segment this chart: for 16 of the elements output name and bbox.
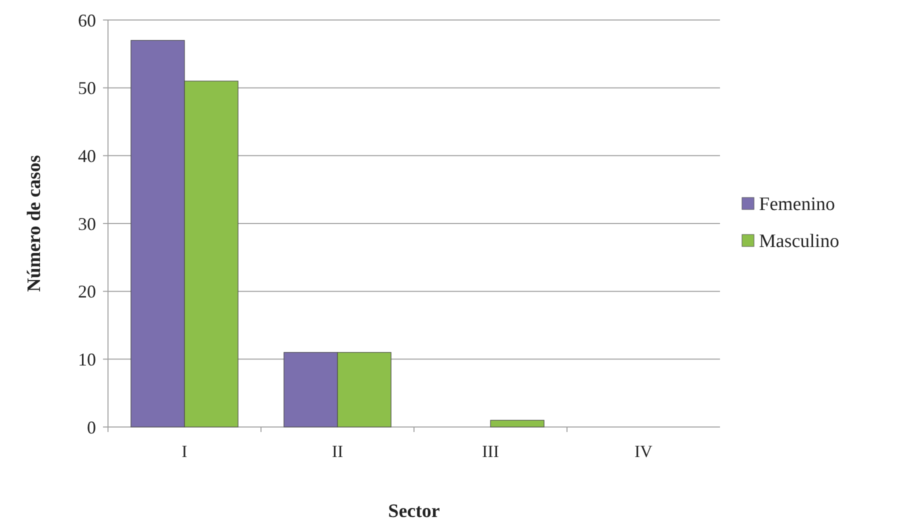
- y-tick-label: 50: [78, 78, 96, 98]
- x-tick-label: IV: [634, 442, 654, 461]
- x-tick-label: I: [182, 442, 188, 461]
- legend-label: Masculino: [759, 231, 840, 252]
- bar: [490, 420, 544, 428]
- y-axis-title: Número de casos: [24, 155, 45, 292]
- y-tick-label: 60: [78, 10, 96, 30]
- x-tick-label: II: [332, 442, 344, 461]
- y-tick-label: 30: [78, 214, 96, 234]
- x-tick-label: III: [482, 442, 500, 461]
- y-tick-label: 10: [78, 349, 96, 370]
- y-tick-label: 20: [78, 282, 96, 302]
- y-tick-label: 40: [78, 146, 96, 166]
- legend-label: Femenino: [759, 194, 835, 216]
- y-tick-label: 0: [87, 417, 96, 438]
- x-axis-title: Sector: [388, 501, 440, 522]
